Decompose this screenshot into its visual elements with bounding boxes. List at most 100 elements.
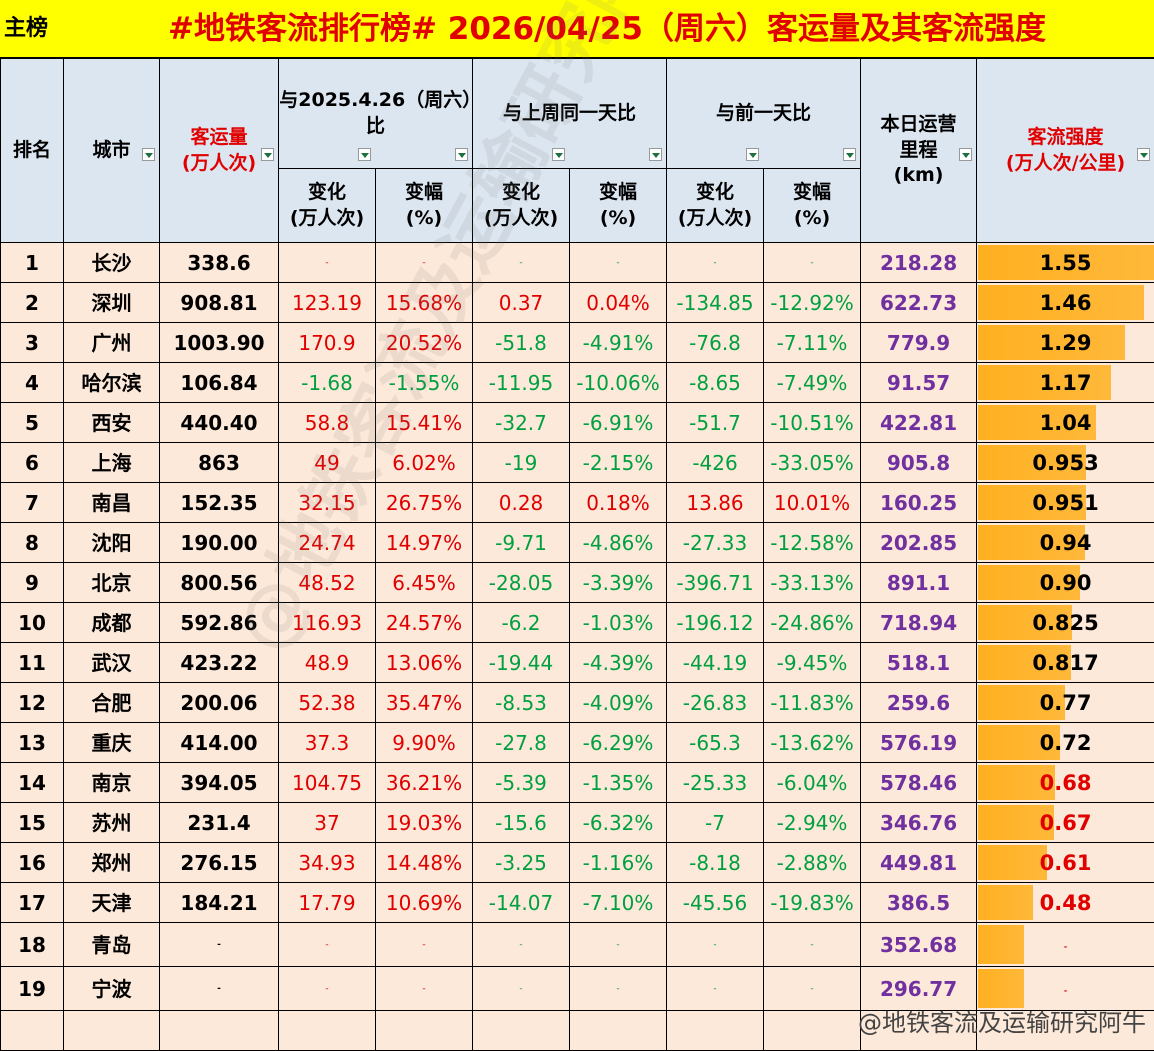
intensity-cell: 0.48 bbox=[977, 883, 1154, 923]
city-cell: 北京 bbox=[64, 563, 160, 603]
mileage-cell: 218.28 bbox=[861, 243, 977, 283]
change-cell: 170.9 bbox=[279, 323, 376, 363]
intensity-value: 1.29 bbox=[1040, 331, 1092, 355]
intensity-value: 0.90 bbox=[1040, 571, 1092, 595]
intensity-value: 0.817 bbox=[1032, 651, 1098, 675]
volume-cell: 440.40 bbox=[160, 403, 279, 443]
change-cell: - bbox=[667, 243, 764, 283]
volume-cell: 800.56 bbox=[160, 563, 279, 603]
change-cell: -134.85 bbox=[667, 283, 764, 323]
change-cell: -8.53 bbox=[473, 683, 570, 723]
change-cell: - bbox=[279, 243, 376, 283]
intensity-value: 0.68 bbox=[1040, 771, 1092, 795]
change-cell: 104.75 bbox=[279, 763, 376, 803]
rank-cell: 1 bbox=[1, 243, 64, 283]
change-cell: - bbox=[279, 923, 376, 967]
change-cell: 13.86 bbox=[667, 483, 764, 523]
mileage-cell: 718.94 bbox=[861, 603, 977, 643]
empty-cell bbox=[160, 1011, 279, 1051]
intensity-cell: 0.94 bbox=[977, 523, 1154, 563]
volume-cell: 184.21 bbox=[160, 883, 279, 923]
rank-cell: 18 bbox=[1, 923, 64, 967]
city-cell: 上海 bbox=[64, 443, 160, 483]
data-bar bbox=[978, 969, 1024, 1008]
change-pct-cell: -6.32% bbox=[570, 803, 667, 843]
change-cell: 37.3 bbox=[279, 723, 376, 763]
empty-cell bbox=[473, 1011, 570, 1051]
filter-button bbox=[1137, 148, 1150, 161]
mileage-cell: 905.8 bbox=[861, 443, 977, 483]
volume-cell: 863 bbox=[160, 443, 279, 483]
city-cell: 哈尔滨 bbox=[64, 363, 160, 403]
intensity-cell: 1.55 bbox=[977, 243, 1154, 283]
change-pct-cell: -13.62% bbox=[764, 723, 861, 763]
change-cell: -3.25 bbox=[473, 843, 570, 883]
footer-watermark: @地铁客流及运输研究阿牛 bbox=[858, 1004, 1146, 1042]
change-pct-cell: - bbox=[376, 243, 473, 283]
volume-cell: 231.4 bbox=[160, 803, 279, 843]
data-bar bbox=[978, 845, 1047, 880]
change-cell: 34.93 bbox=[279, 843, 376, 883]
change-cell: 48.52 bbox=[279, 563, 376, 603]
badge: 主榜 bbox=[4, 0, 48, 58]
change-cell: -51.7 bbox=[667, 403, 764, 443]
intensity-value: 0.951 bbox=[1032, 491, 1098, 515]
rank-cell: 13 bbox=[1, 723, 64, 763]
change-cell: -8.18 bbox=[667, 843, 764, 883]
intensity-value: 0.77 bbox=[1040, 691, 1092, 715]
intensity-cell: 0.90 bbox=[977, 563, 1154, 603]
change-pct-cell: -24.86% bbox=[764, 603, 861, 643]
subcolumn-header: 变化 (万人次) bbox=[279, 169, 376, 243]
empty-cell bbox=[667, 1011, 764, 1051]
volume-cell: 1003.90 bbox=[160, 323, 279, 363]
change-pct-cell: -4.09% bbox=[570, 683, 667, 723]
change-cell: - bbox=[667, 923, 764, 967]
change-pct-cell: 9.90% bbox=[376, 723, 473, 763]
intensity-cell: 0.61 bbox=[977, 843, 1154, 883]
mileage-cell: 779.9 bbox=[861, 323, 977, 363]
intensity-cell: 0.825 bbox=[977, 603, 1154, 643]
change-cell: -45.56 bbox=[667, 883, 764, 923]
change-cell: -11.95 bbox=[473, 363, 570, 403]
intensity-value: 1.55 bbox=[1040, 251, 1092, 275]
subcolumn-header: 变幅 (%) bbox=[764, 169, 861, 243]
title: #地铁客流排行榜# 2026/04/25（周六）客运量及其客流强度 bbox=[70, 0, 1144, 58]
change-cell: -28.05 bbox=[473, 563, 570, 603]
filter-button bbox=[455, 148, 468, 161]
change-cell: 116.93 bbox=[279, 603, 376, 643]
intensity-value: 1.46 bbox=[1040, 291, 1092, 315]
mileage-cell: 91.57 bbox=[861, 363, 977, 403]
change-cell: -7 bbox=[667, 803, 764, 843]
volume-cell: 592.86 bbox=[160, 603, 279, 643]
change-cell: -27.33 bbox=[667, 523, 764, 563]
city-cell: 南京 bbox=[64, 763, 160, 803]
volume-cell: 200.06 bbox=[160, 683, 279, 723]
filter-button bbox=[142, 148, 155, 161]
intensity-value: 0.94 bbox=[1040, 531, 1092, 555]
intensity-cell: 1.46 bbox=[977, 283, 1154, 323]
filter-button bbox=[746, 148, 759, 161]
change-pct-cell: 6.02% bbox=[376, 443, 473, 483]
data-bar bbox=[978, 925, 1024, 964]
change-cell: -19.44 bbox=[473, 643, 570, 683]
change-cell: -32.7 bbox=[473, 403, 570, 443]
subcolumn-header: 变幅 (%) bbox=[376, 169, 473, 243]
intensity-value: 0.953 bbox=[1032, 451, 1098, 475]
intensity-value: 1.17 bbox=[1040, 371, 1092, 395]
change-pct-cell: -12.58% bbox=[764, 523, 861, 563]
filter-button bbox=[552, 148, 565, 161]
change-cell: -65.3 bbox=[667, 723, 764, 763]
group-header: 与前一天比 bbox=[667, 59, 861, 169]
change-pct-cell: -7.49% bbox=[764, 363, 861, 403]
change-pct-cell: -2.94% bbox=[764, 803, 861, 843]
change-cell: 24.74 bbox=[279, 523, 376, 563]
empty-cell bbox=[570, 1011, 667, 1051]
change-pct-cell: 20.52% bbox=[376, 323, 473, 363]
